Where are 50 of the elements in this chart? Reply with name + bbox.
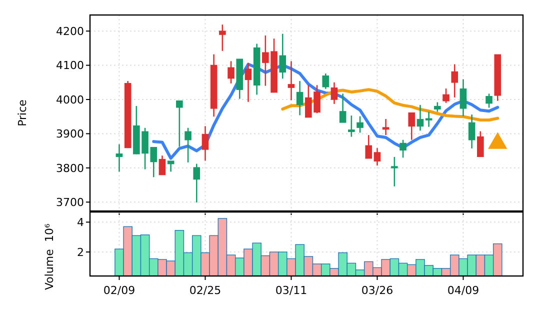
candlestick — [382, 118, 390, 136]
candlestick — [158, 154, 166, 176]
candlestick — [244, 62, 252, 103]
candlestick — [219, 24, 226, 52]
y-tick-label: 4 — [77, 216, 84, 229]
candlestick — [434, 102, 441, 112]
y-tick-label: 4000 — [56, 93, 84, 106]
y-axis-title: Price — [16, 99, 29, 126]
candlestick — [460, 78, 467, 117]
y-tick-label: 4200 — [56, 24, 84, 38]
y-tick-label: 3900 — [56, 128, 84, 141]
candlestick — [451, 64, 458, 98]
candlestick — [374, 147, 381, 166]
y-tick-label: 2 — [77, 246, 84, 259]
candlestick — [193, 163, 200, 204]
candlestick — [322, 72, 330, 90]
candlestick — [442, 88, 450, 104]
x-tick-label: 03/26 — [361, 284, 394, 297]
candlestick — [468, 114, 476, 150]
candlestick — [391, 156, 398, 188]
candlestick — [167, 160, 174, 172]
line-series — [281, 88, 500, 122]
candlestick — [356, 116, 364, 134]
candlestick — [184, 127, 192, 164]
candlestick — [425, 111, 432, 128]
y-axis-title: Volume — [43, 248, 56, 290]
candlestick — [288, 60, 295, 101]
candlestick — [348, 114, 355, 138]
x-tick-label: 04/09 — [447, 284, 480, 297]
candlestick — [339, 93, 346, 124]
candlestick — [176, 100, 183, 148]
candlestick — [202, 126, 209, 162]
x-tick-label: 03/11 — [275, 284, 308, 297]
candlestick — [416, 104, 424, 132]
x-tick-label: 02/09 — [103, 284, 136, 297]
y-tick-label: 3700 — [56, 196, 84, 209]
candlestick — [279, 33, 286, 80]
candlestick — [408, 112, 416, 140]
x-tick-label: 02/25 — [189, 284, 222, 297]
candlestick — [116, 144, 123, 172]
candlestick — [228, 60, 234, 84]
candlestick — [296, 80, 304, 116]
candlestick — [400, 139, 406, 158]
candlestick — [486, 93, 492, 108]
candlestick — [330, 82, 338, 105]
candlestick — [365, 134, 372, 159]
y-tick-label: 4100 — [56, 59, 84, 72]
y-tick-label: 3800 — [56, 162, 84, 175]
text: 10⁶ — [43, 223, 56, 242]
candlestick — [477, 130, 484, 158]
